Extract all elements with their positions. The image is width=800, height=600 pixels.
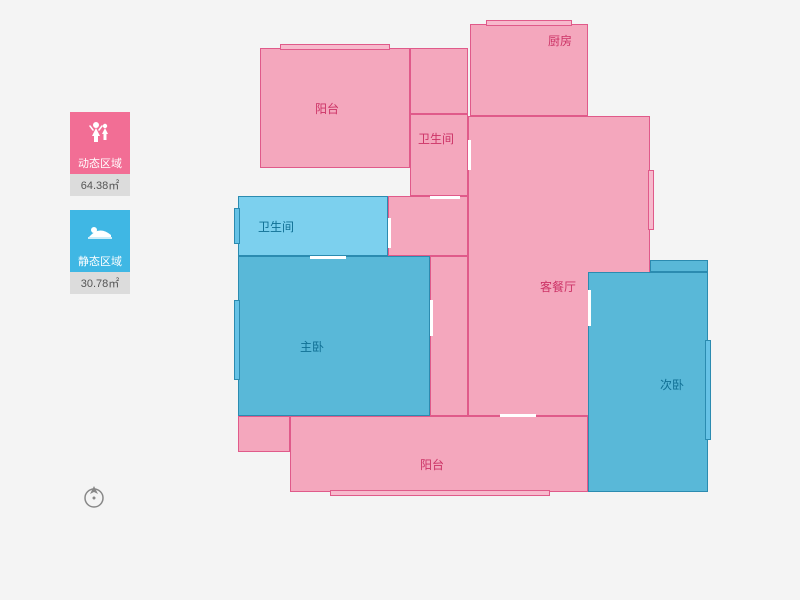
window-5 (330, 490, 550, 496)
room-sec_bed_notch (650, 260, 708, 272)
legend-static-value: 30.78㎡ (70, 272, 130, 294)
window-2 (234, 208, 240, 244)
legend-static-icon (70, 210, 130, 250)
room-master_bed (238, 256, 430, 416)
legend-dynamic-value: 64.38㎡ (70, 174, 130, 196)
room-kitchen (470, 24, 588, 116)
people-icon (86, 120, 114, 144)
window-4 (705, 340, 711, 440)
room-balcony_top (260, 48, 410, 168)
legend-dynamic: 动态区域 64.38㎡ (70, 112, 130, 196)
room-bath1 (410, 114, 468, 196)
legend-static: 静态区域 30.78㎡ (70, 210, 130, 294)
door-2 (388, 218, 391, 248)
legend-static-title: 静态区域 (70, 250, 130, 272)
sleep-icon (85, 219, 115, 241)
door-1 (468, 140, 471, 170)
window-6 (648, 170, 654, 230)
room-second_bed (588, 272, 708, 492)
legend-dynamic-icon (70, 112, 130, 152)
door-3 (430, 300, 433, 336)
window-0 (280, 44, 390, 50)
legend-dynamic-title: 动态区域 (70, 152, 130, 174)
window-3 (234, 300, 240, 380)
door-5 (500, 414, 536, 417)
room-corridor_top (410, 48, 468, 114)
door-0 (430, 196, 460, 199)
room-corridor_mid (388, 196, 468, 256)
door-6 (310, 256, 346, 259)
room-bath2 (238, 196, 388, 256)
window-1 (486, 20, 572, 26)
room-balcony_bot_l (238, 416, 290, 452)
room-living_lower (430, 256, 468, 416)
compass-icon (80, 482, 108, 510)
door-4 (588, 290, 591, 326)
room-balcony_bot (290, 416, 588, 492)
